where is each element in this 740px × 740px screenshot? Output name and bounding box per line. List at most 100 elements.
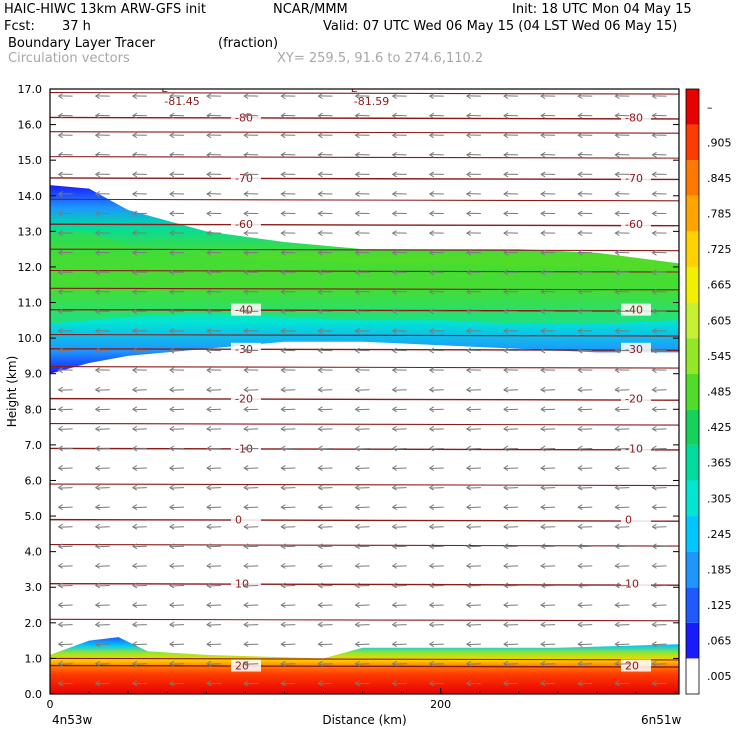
wind-vector <box>354 249 370 256</box>
wind-vector-shaft <box>652 428 667 430</box>
wind-vector <box>577 132 593 139</box>
wind-vector-shaft <box>466 526 481 528</box>
wind-vector-head <box>206 680 212 687</box>
wind-vector-shaft <box>95 389 110 391</box>
wind-vector-head <box>243 504 249 511</box>
wind-vector-shaft <box>169 663 184 665</box>
wind-vector-shaft <box>207 408 222 411</box>
wind-vector <box>280 249 296 256</box>
wind-vector <box>131 523 147 530</box>
wind-vector <box>243 602 259 608</box>
wind-vector <box>503 582 519 589</box>
wind-vector-head <box>131 328 138 334</box>
wind-vector <box>540 93 556 100</box>
wind-vector-head <box>540 288 546 295</box>
wind-vector-shaft <box>541 565 556 567</box>
temperature-contour <box>50 248 679 252</box>
wind-vector <box>428 269 444 276</box>
wind-vector <box>428 523 444 530</box>
wind-vector <box>317 132 333 139</box>
wind-vector <box>317 543 333 550</box>
wind-vector-head <box>280 249 286 256</box>
wind-vector-head <box>317 523 323 530</box>
wind-vector <box>131 484 147 491</box>
wind-vector-shaft <box>318 624 333 626</box>
wind-vector <box>577 523 593 530</box>
wind-vector-head <box>428 210 435 217</box>
wind-vector-shaft <box>503 584 519 587</box>
wind-vector-head <box>503 621 509 628</box>
upper-tracer-layer <box>50 185 679 374</box>
contour-label-bg <box>621 442 651 455</box>
wind-vector-head <box>428 386 435 393</box>
wind-vector-shaft <box>95 682 110 685</box>
wind-vector-shaft <box>392 467 407 470</box>
wind-vector <box>503 93 519 100</box>
wind-vector <box>577 308 593 315</box>
wind-vector-head <box>354 151 360 158</box>
wind-vector <box>206 367 222 374</box>
wind-vector <box>243 680 259 687</box>
wind-vector-shaft <box>207 663 222 665</box>
wind-vector-head <box>577 249 583 256</box>
wind-vector-shaft <box>281 526 296 528</box>
wind-vector <box>651 386 667 393</box>
wind-vector-head <box>577 660 583 667</box>
wind-vector <box>540 465 556 471</box>
wind-vector <box>57 367 73 374</box>
wind-vector <box>317 249 333 256</box>
wind-vector-head <box>428 132 435 139</box>
wind-vector <box>280 386 296 393</box>
wind-vector <box>354 288 370 295</box>
wind-vector <box>317 523 333 530</box>
wind-vector-shaft <box>652 389 667 391</box>
wind-vector-head <box>651 347 657 354</box>
wind-vector <box>651 582 667 589</box>
wind-vector-head <box>503 308 509 315</box>
wind-vector <box>94 523 110 530</box>
wind-vector <box>57 445 73 452</box>
wind-vector-head <box>243 269 249 276</box>
wind-vector-head <box>94 93 101 100</box>
wind-vector <box>280 543 296 550</box>
wind-vector <box>540 504 556 511</box>
wind-vector <box>169 680 184 687</box>
wind-vector <box>614 660 630 667</box>
wind-vector-shaft <box>466 408 481 411</box>
wind-vector-head <box>206 660 212 667</box>
wind-vector-head <box>94 386 101 393</box>
wind-vector-shaft <box>169 643 184 646</box>
wind-vector <box>169 347 184 354</box>
wind-vector <box>503 269 519 276</box>
wind-vector-head <box>206 602 212 608</box>
wind-vector <box>243 621 259 628</box>
contour-label-bg <box>621 392 651 405</box>
wind-vector <box>131 504 147 511</box>
wind-vector-shaft <box>429 506 444 509</box>
wind-vector-head <box>540 93 546 100</box>
wind-vector <box>57 523 73 530</box>
temperature-contour <box>50 177 679 181</box>
wind-vector <box>540 191 556 197</box>
wind-vector-shaft <box>541 604 556 607</box>
wind-vector <box>169 406 184 413</box>
wind-vector <box>465 151 481 158</box>
wind-vector-shaft <box>652 604 667 607</box>
wind-vector <box>503 132 519 139</box>
wind-vector-head <box>94 562 101 569</box>
wind-vector-head <box>577 602 583 608</box>
wind-vector <box>465 171 481 178</box>
wind-vector-head <box>428 562 435 569</box>
wind-vector <box>465 484 481 491</box>
wind-vector <box>206 484 222 491</box>
wind-vector <box>317 151 333 158</box>
wind-vector <box>131 288 147 295</box>
wind-vector-shaft <box>95 604 110 607</box>
wind-vector-head <box>503 504 509 511</box>
wind-vector-head <box>391 328 397 334</box>
wind-vector <box>354 328 370 334</box>
wind-vector-head <box>465 112 472 119</box>
wind-vector-head <box>428 543 435 550</box>
wind-vector <box>317 465 333 471</box>
wind-vector-head <box>206 504 212 511</box>
